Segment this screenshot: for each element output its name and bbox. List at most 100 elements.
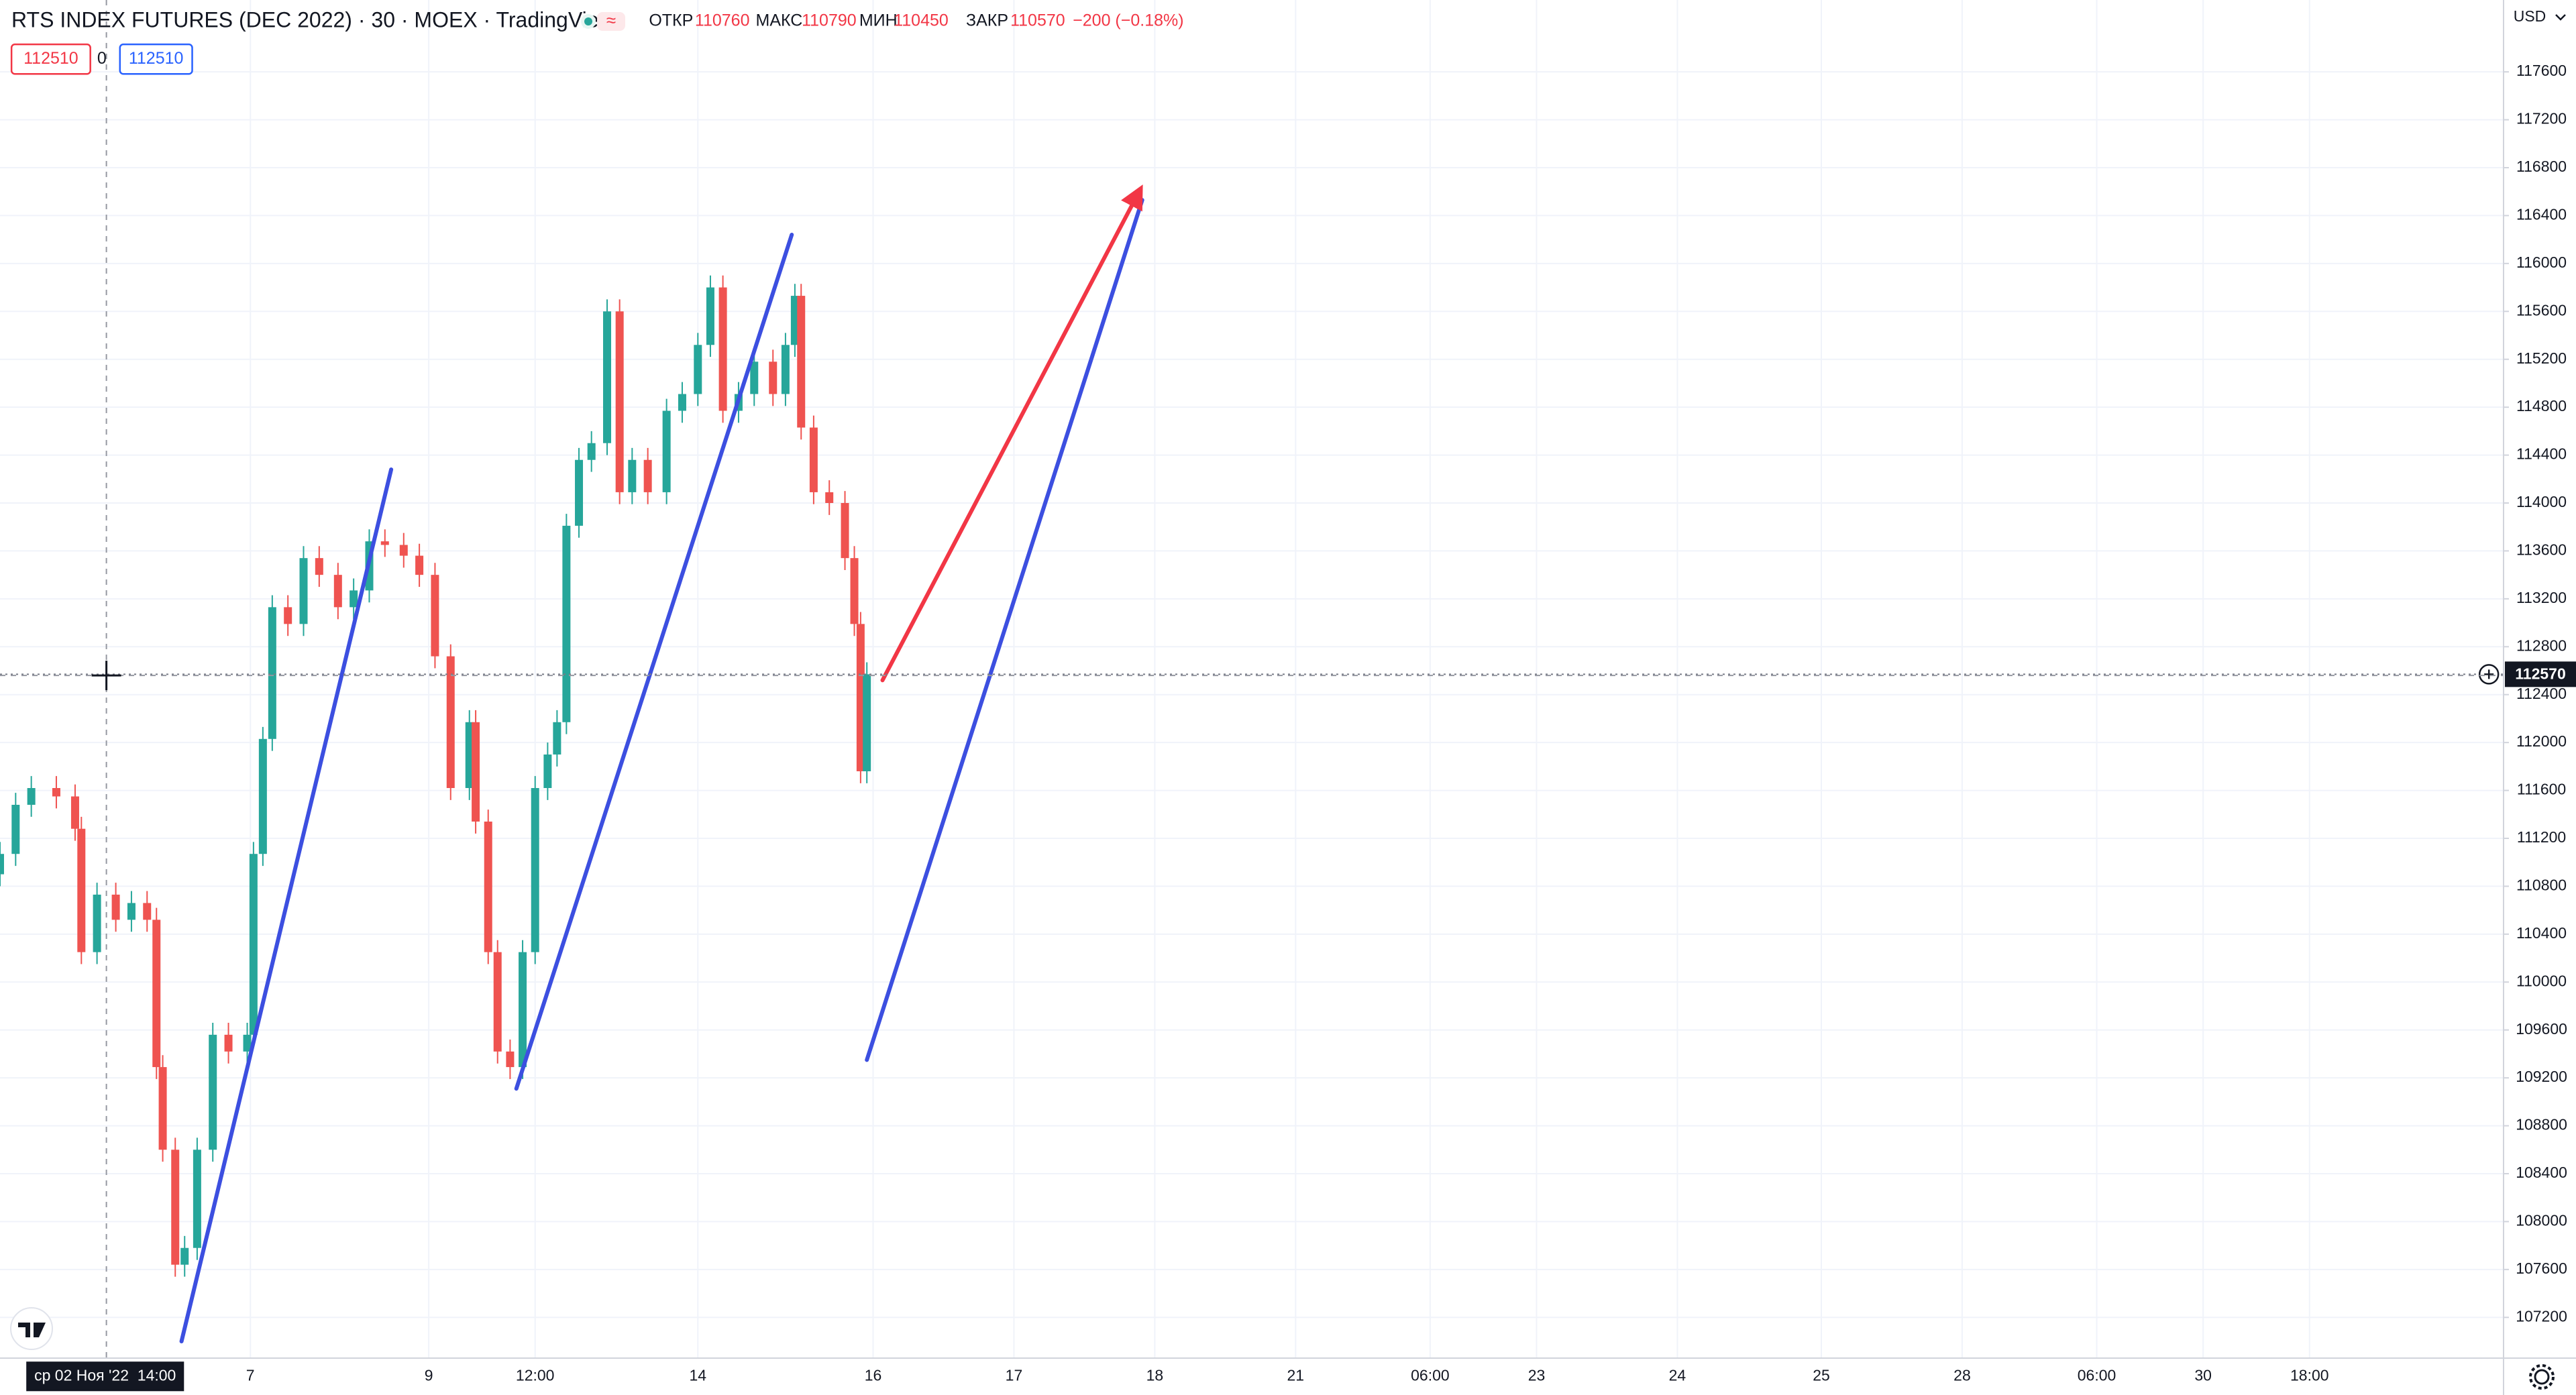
ohlc-value: 110760 [695,11,750,30]
x-tick-label: 25 [1813,1366,1830,1384]
candle-body [628,459,637,492]
candle-body [299,558,308,624]
candle-body [575,459,584,526]
candle-body [284,607,292,624]
candle-body [750,361,759,394]
candle-body [484,822,492,952]
x-tick-label: 28 [1953,1366,1971,1384]
x-tick-label: 06:00 [2078,1366,2116,1384]
last-price-box [2505,661,2576,687]
x-tick-label: 12:00 [516,1366,555,1384]
plot [0,184,1144,1343]
chart-title: RTS INDEX FUTURES (DEC 2022) · 30 · MOEX… [11,7,615,32]
candle-body [258,738,267,854]
candle-body [111,894,120,920]
candle-body [27,788,36,805]
x-tick-label: 18:00 [2290,1366,2329,1384]
candle-body [399,545,408,556]
candle-body [543,755,552,788]
x-tick-label: 24 [1669,1366,1686,1384]
candle-body [797,296,806,428]
y-tick-label: 113600 [2516,541,2567,559]
candle-body [446,656,455,788]
y-tick-label: 111200 [2517,828,2566,846]
badge-box[interactable] [10,43,91,75]
delay-icon [597,12,625,31]
candle-body [562,525,571,722]
y-tick-label: 114000 [2516,493,2567,510]
badge-value[interactable]: 112510 [23,49,78,68]
candle-body [11,805,20,854]
candle-body [643,459,652,492]
grid [0,0,2504,1358]
trend-line[interactable] [514,233,794,1091]
candle-body [224,1034,233,1052]
badges: 112510 0 112510 [10,43,193,75]
y-tick-label: 107200 [2516,1307,2567,1325]
x-tick-label: 9 [425,1366,433,1384]
y-tick-label: 116800 [2516,158,2567,175]
y-tick-label: 113200 [2516,589,2567,606]
y-tick-label: 114800 [2516,397,2567,414]
currency-caret[interactable] [2555,14,2566,21]
ohlc-value: 110570 [1010,11,1065,30]
badge-box[interactable] [119,43,193,75]
last-price-label: 112570 [2515,665,2565,682]
ohlc-value: 110790 [802,11,857,30]
candle-body [268,607,276,739]
candle-body [472,722,480,822]
y-tick-label: 114400 [2516,445,2567,463]
candle-body [841,503,849,559]
x-tick-label: 18 [1146,1366,1164,1384]
candle-body [850,558,859,624]
y-tick-label: 116000 [2516,254,2567,271]
tv-logo[interactable] [10,1307,53,1350]
x-tick-label: 17 [1006,1366,1023,1384]
trend-arrow[interactable] [880,184,1143,683]
candle-body [553,722,561,755]
crosshair-label-box [26,1361,184,1392]
candle-body [52,788,60,797]
candle-body [790,296,799,345]
candle-body [465,722,474,788]
candle-body [380,541,389,545]
candle-body [249,854,258,1035]
candle-body [350,590,358,608]
y-tick-label: 117200 [2516,110,2567,127]
candle-body [431,575,439,657]
candle-body [809,427,818,492]
badge-value: 0 [97,49,107,68]
y-tick-label: 108400 [2516,1164,2567,1181]
ohlc-change: −200 (−0.18%) [1073,11,1183,30]
y-tick-label: 110400 [2516,924,2567,942]
candle-body [180,1247,189,1265]
candle-body [587,443,596,460]
y-tick-label: 110800 [2516,877,2567,894]
candle-body [519,952,527,1068]
delay-icon-glyph: ≈ [606,10,616,30]
axes: 107200 107600 108000 108400 108800 109200 1096… [246,62,2567,1384]
y-tick-label: 110000 [2516,972,2567,989]
candle-body [506,1051,515,1068]
status-dot-inner [584,17,592,25]
candle-body [333,575,342,608]
x-tick-label: 30 [2194,1366,2212,1384]
badge-value[interactable]: 112510 [129,49,184,68]
y-tick-label: 108000 [2516,1212,2567,1229]
candle-body [315,558,323,575]
crosshair-cursor [91,661,121,691]
crosshair-label: ср 02 Ноя '22 14:00 [34,1366,176,1384]
candle-body [694,345,702,394]
candle-body [615,311,624,492]
settings-gear[interactable] [2529,1364,2555,1390]
x-tick-label: 23 [1528,1366,1546,1384]
x-tick-label: 16 [865,1366,882,1384]
trend-line[interactable] [865,198,1144,1062]
ohlc-label: МИН [859,11,898,30]
candle-body [70,796,79,829]
ohlc-label: МАКС [756,11,803,30]
trend-line[interactable] [179,467,394,1343]
